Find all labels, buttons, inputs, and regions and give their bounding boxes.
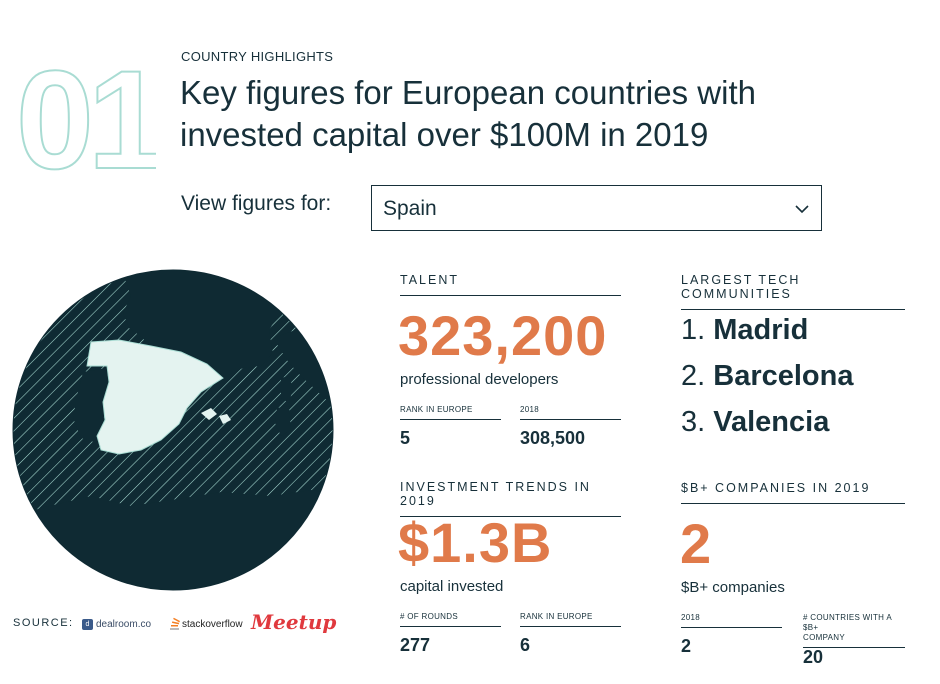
talent-prev-value: 308,500 xyxy=(520,428,586,448)
talent-title: TALENT xyxy=(400,273,621,296)
community-rank: 1. xyxy=(681,314,706,346)
rounds-value: 277 xyxy=(400,635,431,655)
community-item: 3. Valencia xyxy=(681,406,829,439)
balearic-islands xyxy=(201,408,231,424)
community-item: 1. Madrid xyxy=(681,314,808,347)
billion-prev-label: 2018 xyxy=(681,613,782,628)
dealroom-icon: d xyxy=(82,618,93,630)
country-select[interactable]: Spain xyxy=(371,185,822,231)
portugal xyxy=(73,368,109,443)
countries-label: # COUNTRIES WITH A $B+ COMPANY xyxy=(803,613,905,648)
country-select-value: Spain xyxy=(383,197,437,220)
talent-rank-value: 5 xyxy=(400,428,411,448)
community-item: 2. Barcelona xyxy=(681,360,853,393)
eyebrow-label: COUNTRY HIGHLIGHTS xyxy=(181,49,334,64)
stackoverflow-logo-text: stackoverflow xyxy=(182,618,243,630)
community-name: Barcelona xyxy=(713,360,854,392)
talent-caption: professional developers xyxy=(400,371,559,388)
title-line: Key figures for European countries with xyxy=(180,74,756,111)
rounds-label: # OF ROUNDS xyxy=(400,612,501,627)
svg-text:01: 01 xyxy=(16,58,156,176)
billion-caption: $B+ companies xyxy=(681,579,785,596)
investment-value: $1.3B xyxy=(398,511,553,574)
billion-prev-value: 2 xyxy=(681,636,692,656)
spain xyxy=(86,339,224,455)
community-name: Valencia xyxy=(713,406,830,438)
investment-rank-value: 6 xyxy=(520,635,531,655)
talent-rank-label: RANK IN EUROPE xyxy=(400,405,501,420)
stackoverflow-icon xyxy=(170,617,181,630)
billion-value: 2 xyxy=(680,512,713,575)
investment-rank-label: RANK IN EUROPE xyxy=(520,612,621,627)
investment-title: INVESTMENT TRENDS IN 2019 xyxy=(400,480,621,517)
meetup-logo: Meetup xyxy=(251,610,337,634)
title-line: invested capital over $100M in 2019 xyxy=(180,116,709,153)
investment-caption: capital invested xyxy=(400,578,504,595)
dealroom-logo-text: dealroom.co xyxy=(96,618,152,630)
country-select-label: View figures for: xyxy=(181,192,332,215)
page-title: Key figures for European countries with … xyxy=(180,72,880,156)
stackoverflow-logo: stackoverflow xyxy=(169,612,243,636)
community-name: Madrid xyxy=(713,314,809,346)
source-label: SOURCE: xyxy=(13,617,74,629)
countries-label-line: # COUNTRIES WITH A $B+ xyxy=(803,613,892,632)
communities-title: LARGEST TECH COMMUNITIES xyxy=(681,273,905,310)
countries-label-line: COMPANY xyxy=(803,633,845,642)
community-rank: 2. xyxy=(681,360,706,392)
land-south xyxy=(13,490,333,590)
chevron-down-icon xyxy=(795,205,809,214)
dealroom-logo: d dealroom.co xyxy=(82,612,151,636)
section-number: 01 xyxy=(16,58,156,176)
sardinia xyxy=(275,406,291,436)
corsica xyxy=(281,376,293,403)
countries-value: 20 xyxy=(803,647,824,667)
talent-value: 323,200 xyxy=(398,304,608,367)
country-map xyxy=(12,269,334,591)
billion-title: $B+ COMPANIES IN 2019 xyxy=(681,481,905,504)
talent-prev-label: 2018 xyxy=(520,405,621,420)
community-rank: 3. xyxy=(681,406,706,438)
